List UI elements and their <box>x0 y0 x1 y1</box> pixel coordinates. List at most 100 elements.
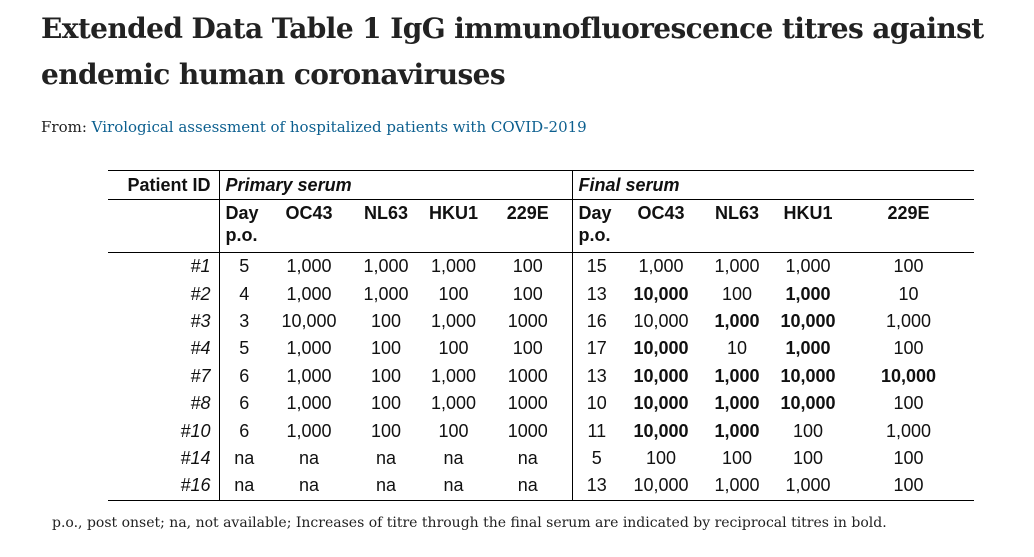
page-title: Extended Data Table 1 IgG immunofluoresc… <box>41 12 984 91</box>
final-value-cell: 10,000 <box>780 393 836 414</box>
final-value-cell: 15 <box>586 256 607 277</box>
patient-id-cell: #8 <box>108 389 220 418</box>
primary-value-cell: 1000 <box>484 307 573 336</box>
primary-value-cell: 1,000 <box>286 393 332 414</box>
final-value-cell: 10 <box>586 393 607 414</box>
table-row: #2 4 1,000 1,000 100 100 13 10,000 100 1,000 10 <box>108 280 974 308</box>
final-value-cell: 10,000 <box>780 365 836 386</box>
patient-id-cell: #4 <box>108 335 220 363</box>
primary-value-cell: na <box>484 472 573 501</box>
final-value-cell: 10,000 <box>633 420 689 441</box>
primary-value-cell: 6 <box>239 420 250 441</box>
patient-id-header: Patient ID <box>108 170 220 200</box>
final-value-cell: 13 <box>586 283 607 304</box>
primary-value-cell: 1,000 <box>363 283 409 304</box>
primary-value-cell: 100 <box>484 335 573 363</box>
primary-value-cell: 1,000 <box>286 420 332 441</box>
final-col-header-3: HKU1 <box>773 199 844 253</box>
final-value-cell: 10,000 <box>633 310 689 331</box>
primary-value-cell: na <box>219 472 269 501</box>
primary-col-header-4: 229E <box>484 199 573 253</box>
primary-value-cell: 1,000 <box>286 365 332 386</box>
primary-value-cell: na <box>423 472 484 501</box>
final-col-header-2: NL63 <box>701 199 774 253</box>
final-value-cell: 1,000 <box>701 472 774 501</box>
final-value-cell: 1,000 <box>886 310 932 331</box>
primary-value-cell: 4 <box>239 283 250 304</box>
primary-value-cell: 1,000 <box>430 310 477 331</box>
final-value-cell: 16 <box>586 310 607 331</box>
patient-id-cell: #10 <box>108 417 220 445</box>
primary-value-cell: 100 <box>370 393 402 414</box>
final-serum-header: Final serum <box>572 170 975 200</box>
primary-value-cell: 1,000 <box>430 393 477 414</box>
primary-value-cell: 3 <box>239 310 250 331</box>
table-footnote: p.o., post onset; na, not available; Inc… <box>52 515 887 531</box>
final-value-cell: 100 <box>843 472 975 501</box>
table-row: #3 3 10,000 100 1,000 1000 16 10,000 1,000 10,000… <box>108 307 974 336</box>
final-value-cell: 5 <box>591 447 602 468</box>
patient-id-cell: #3 <box>108 307 220 336</box>
final-value-cell: 11 <box>587 420 607 441</box>
source-article-link[interactable]: Virological assessment of hospitalized p… <box>91 118 587 136</box>
final-value-cell: 10 <box>727 338 748 359</box>
primary-value-cell: 6 <box>239 365 250 386</box>
primary-value-cell: na <box>234 447 255 468</box>
table-row: #16 na na na na na 13 10,000 1,000 1,000 100 <box>108 472 975 501</box>
final-value-cell: 1,000 <box>773 472 844 501</box>
primary-value-cell: 100 <box>438 283 469 304</box>
final-value-cell: 100 <box>893 338 924 359</box>
final-value-cell: 100 <box>793 447 824 468</box>
primary-col-header-2: NL63 <box>349 199 423 253</box>
table-row: #4 5 1,000 100 100 100 17 10,000 10 1,000 100 <box>108 335 974 363</box>
final-col-header-4: 229E <box>843 199 975 253</box>
primary-value-cell: 100 <box>438 420 469 441</box>
primary-value-cell: 5 <box>239 338 250 359</box>
primary-value-cell: 100 <box>370 365 402 386</box>
source-line: From: Virological assessment of hospital… <box>41 116 587 138</box>
final-value-cell: 100 <box>722 283 753 304</box>
primary-serum-header: Primary serum <box>219 170 573 200</box>
primary-value-cell: 6 <box>239 393 250 414</box>
final-value-cell: 10,000 <box>633 393 689 414</box>
patient-id-cell: #2 <box>108 280 220 308</box>
final-value-cell: 100 <box>722 447 753 468</box>
final-value-cell: 1,000 <box>714 420 760 441</box>
final-value-cell: 17 <box>586 338 607 359</box>
primary-col-header-1: OC43 <box>269 199 349 253</box>
patient-id-cell: #14 <box>108 444 220 473</box>
final-value-cell: 100 <box>646 447 677 468</box>
primary-value-cell: 1000 <box>484 362 573 390</box>
patient-id-subheader <box>108 199 220 253</box>
primary-value-cell: 5 <box>239 256 250 277</box>
table-row: #1 5 1,000 1,000 1,000 100 15 1,000 1,000 1,000 10… <box>108 252 974 281</box>
primary-value-cell: 100 <box>484 280 573 308</box>
table-row: #14 na na na na na 5 100 100 100 100 <box>108 444 974 473</box>
final-value-cell: 1,000 <box>785 283 831 304</box>
final-col-header-1: OC43 <box>621 199 702 253</box>
final-value-cell: 1,000 <box>714 365 760 386</box>
final-value-cell: 1,000 <box>714 310 760 331</box>
final-value-cell: 10,000 <box>633 283 689 304</box>
titre-table: Patient ID Primary serum Final serum Day… <box>108 170 975 501</box>
primary-value-cell: na <box>269 472 349 501</box>
source-prefix: From: <box>41 118 92 136</box>
final-value-cell: 1,000 <box>785 338 831 359</box>
final-value-cell: 1,000 <box>714 256 760 277</box>
final-value-cell: 100 <box>893 447 924 468</box>
primary-value-cell: 100 <box>370 338 402 359</box>
table-row: #7 6 1,000 100 1,000 1000 13 10,000 1,000 10,000 1… <box>108 362 974 390</box>
final-value-cell: 10,000 <box>780 310 836 331</box>
primary-value-cell: na <box>349 472 423 501</box>
primary-value-cell: 100 <box>370 420 402 441</box>
primary-value-cell: 1,000 <box>430 256 477 277</box>
primary-value-cell: 1,000 <box>430 365 477 386</box>
final-value-cell: 1,000 <box>785 256 831 277</box>
primary-value-cell: 1000 <box>484 389 573 418</box>
final-value-cell: 1,000 <box>638 256 684 277</box>
final-value-cell: 10,000 <box>621 472 702 501</box>
final-value-cell: 13 <box>586 365 607 386</box>
patient-id-cell: #1 <box>108 252 220 281</box>
primary-value-cell: na <box>375 447 397 468</box>
patient-id-cell: #16 <box>108 472 220 501</box>
